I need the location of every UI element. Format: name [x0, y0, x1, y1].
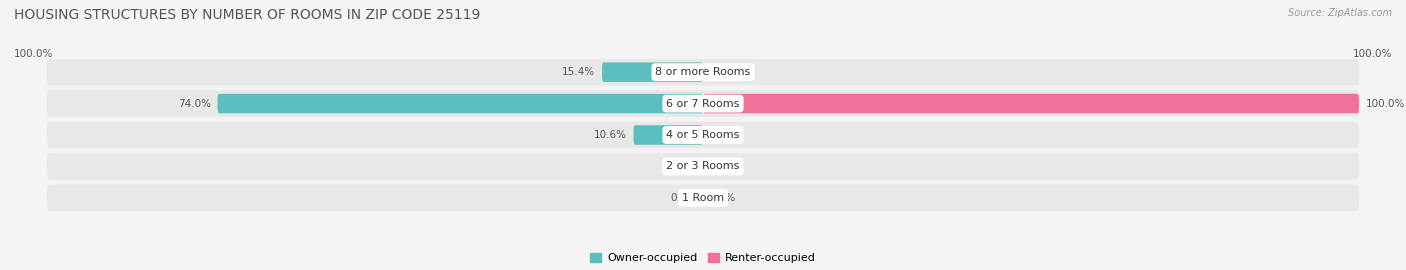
FancyBboxPatch shape: [602, 62, 703, 82]
FancyBboxPatch shape: [218, 94, 703, 113]
FancyBboxPatch shape: [46, 90, 1360, 117]
Text: 2 or 3 Rooms: 2 or 3 Rooms: [666, 161, 740, 171]
Text: 0.0%: 0.0%: [710, 161, 735, 171]
Text: HOUSING STRUCTURES BY NUMBER OF ROOMS IN ZIP CODE 25119: HOUSING STRUCTURES BY NUMBER OF ROOMS IN…: [14, 8, 481, 22]
Text: 15.4%: 15.4%: [562, 67, 595, 77]
Text: 0.0%: 0.0%: [710, 193, 735, 203]
FancyBboxPatch shape: [46, 153, 1360, 180]
Text: 4 or 5 Rooms: 4 or 5 Rooms: [666, 130, 740, 140]
Text: Source: ZipAtlas.com: Source: ZipAtlas.com: [1288, 8, 1392, 18]
Text: 100.0%: 100.0%: [1365, 99, 1405, 109]
Text: 0.0%: 0.0%: [710, 67, 735, 77]
Text: 74.0%: 74.0%: [179, 99, 211, 109]
FancyBboxPatch shape: [46, 185, 1360, 211]
Text: 0.0%: 0.0%: [671, 161, 696, 171]
FancyBboxPatch shape: [634, 125, 703, 145]
Text: 0.0%: 0.0%: [671, 193, 696, 203]
Text: 6 or 7 Rooms: 6 or 7 Rooms: [666, 99, 740, 109]
Text: 10.6%: 10.6%: [593, 130, 627, 140]
Text: 100.0%: 100.0%: [14, 49, 53, 59]
FancyBboxPatch shape: [703, 94, 1360, 113]
Text: 0.0%: 0.0%: [710, 130, 735, 140]
Text: 100.0%: 100.0%: [1353, 49, 1392, 59]
Text: 8 or more Rooms: 8 or more Rooms: [655, 67, 751, 77]
Text: 1 Room: 1 Room: [682, 193, 724, 203]
FancyBboxPatch shape: [46, 59, 1360, 85]
Legend: Owner-occupied, Renter-occupied: Owner-occupied, Renter-occupied: [586, 248, 820, 268]
FancyBboxPatch shape: [46, 122, 1360, 148]
